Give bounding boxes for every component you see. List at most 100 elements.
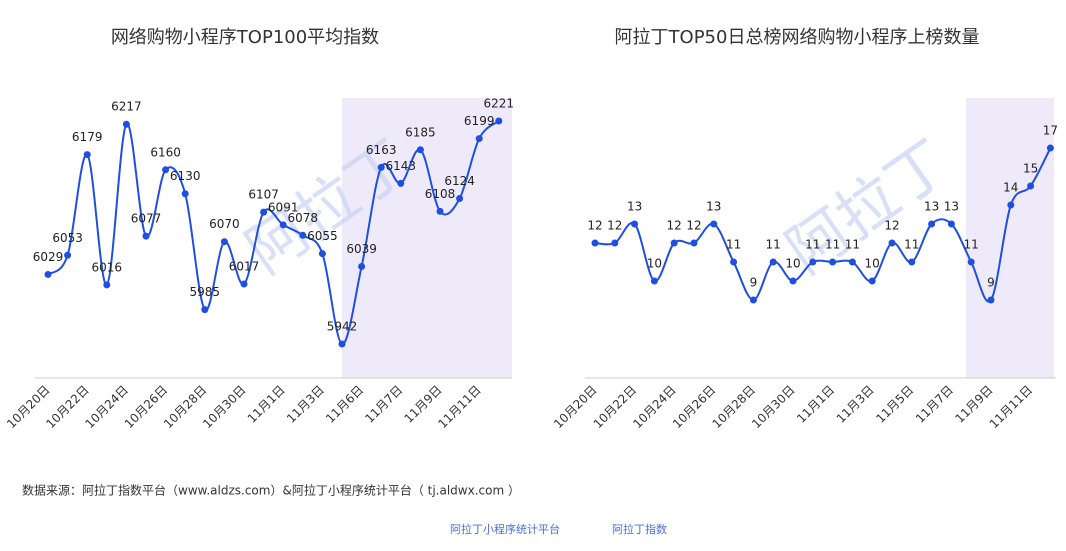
point xyxy=(456,195,464,203)
point xyxy=(377,163,385,171)
point xyxy=(730,258,738,266)
data-label: 6185 xyxy=(405,125,436,139)
data-label: 6078 xyxy=(288,211,319,225)
data-label: 13 xyxy=(706,200,721,214)
data-label: 12 xyxy=(884,219,899,233)
logo: 阿拉丁小程序统计平台 xyxy=(450,522,560,536)
x-tick-label: 10月30日 xyxy=(200,383,248,431)
data-label: 13 xyxy=(627,200,642,214)
data-label: 12 xyxy=(686,219,701,233)
point xyxy=(591,239,599,247)
data-label: 11 xyxy=(766,238,781,252)
point xyxy=(83,151,91,159)
x-tick-label: 11月6日 xyxy=(323,383,366,426)
data-label: 6160 xyxy=(150,145,181,159)
point xyxy=(631,220,639,228)
data-label: 6039 xyxy=(346,242,377,256)
data-label: 11 xyxy=(845,238,860,252)
data-label: 6091 xyxy=(268,200,299,214)
data-label: 15 xyxy=(1023,162,1038,176)
point xyxy=(1046,144,1054,152)
x-tick-label: 11月1日 xyxy=(794,383,837,426)
chart-title: 阿拉丁TOP50日总榜网络购物小程序上榜数量 xyxy=(615,27,980,48)
x-tick-label: 11月11日 xyxy=(435,383,483,431)
data-label: 10 xyxy=(865,257,880,271)
point xyxy=(436,207,444,215)
point xyxy=(749,296,757,304)
data-label: 13 xyxy=(924,200,939,214)
point xyxy=(299,231,307,239)
data-label: 13 xyxy=(944,200,959,214)
point xyxy=(888,239,896,247)
data-label: 6163 xyxy=(366,143,397,157)
point xyxy=(122,120,130,128)
point xyxy=(495,117,503,125)
data-label: 6016 xyxy=(92,260,123,274)
source: 数据来源：阿拉丁指数平台（www.aldzs.com）&阿拉丁小程序统计平台（ … xyxy=(22,483,520,498)
point xyxy=(789,277,797,285)
data-label: 12 xyxy=(587,219,602,233)
data-label: 11 xyxy=(964,238,979,252)
point xyxy=(947,220,955,228)
point xyxy=(650,277,658,285)
x-tick-label: 11月3日 xyxy=(834,383,877,426)
point xyxy=(260,208,268,216)
data-label: 6199 xyxy=(464,114,495,128)
data-label: 10 xyxy=(785,257,800,271)
point xyxy=(1027,182,1035,190)
point xyxy=(279,221,287,229)
point xyxy=(690,239,698,247)
data-label: 6070 xyxy=(209,217,240,231)
point xyxy=(220,238,228,246)
data-label: 6221 xyxy=(484,97,515,111)
point xyxy=(611,239,619,247)
point xyxy=(397,179,405,187)
point xyxy=(103,281,111,289)
point xyxy=(769,258,777,266)
x-tick-label: 11月3日 xyxy=(284,383,327,426)
data-label: 6108 xyxy=(425,187,456,201)
data-label: 11 xyxy=(904,238,919,252)
x-tick-label: 11月11日 xyxy=(987,383,1035,431)
highlight xyxy=(966,98,1054,378)
point xyxy=(240,280,248,288)
point xyxy=(416,146,424,154)
data-label: 6217 xyxy=(111,100,142,114)
point xyxy=(64,251,72,259)
data-label: 9 xyxy=(987,276,995,290)
point xyxy=(181,190,189,198)
data-label: 17 xyxy=(1043,124,1058,138)
data-label: 9 xyxy=(750,276,758,290)
point xyxy=(318,250,326,258)
point xyxy=(1007,201,1015,209)
data-label: 6017 xyxy=(229,260,260,274)
data-label: 11 xyxy=(825,238,840,252)
x-tick-label: 11月7日 xyxy=(913,383,956,426)
data-label: 6179 xyxy=(72,130,103,144)
x-tick-label: 11月5日 xyxy=(873,383,916,426)
point xyxy=(868,277,876,285)
point xyxy=(358,262,366,270)
data-label: 11 xyxy=(726,238,741,252)
data-label: 6143 xyxy=(386,159,417,173)
data-label: 14 xyxy=(1003,181,1018,195)
data-label: 12 xyxy=(607,219,622,233)
data-label: 6055 xyxy=(307,229,338,243)
point xyxy=(162,166,170,174)
point xyxy=(908,258,916,266)
point xyxy=(475,135,483,143)
point xyxy=(710,220,718,228)
logo: 阿拉丁指数 xyxy=(612,522,667,536)
x-tick-label: 11月7日 xyxy=(362,383,405,426)
data-label: 11 xyxy=(805,238,820,252)
data-label: 5985 xyxy=(190,285,221,299)
data-label: 6053 xyxy=(52,231,83,245)
data-label: 6029 xyxy=(33,250,64,264)
data-label: 6130 xyxy=(170,169,201,183)
line xyxy=(47,120,500,346)
point xyxy=(44,270,52,278)
point xyxy=(829,258,837,266)
point xyxy=(670,239,678,247)
